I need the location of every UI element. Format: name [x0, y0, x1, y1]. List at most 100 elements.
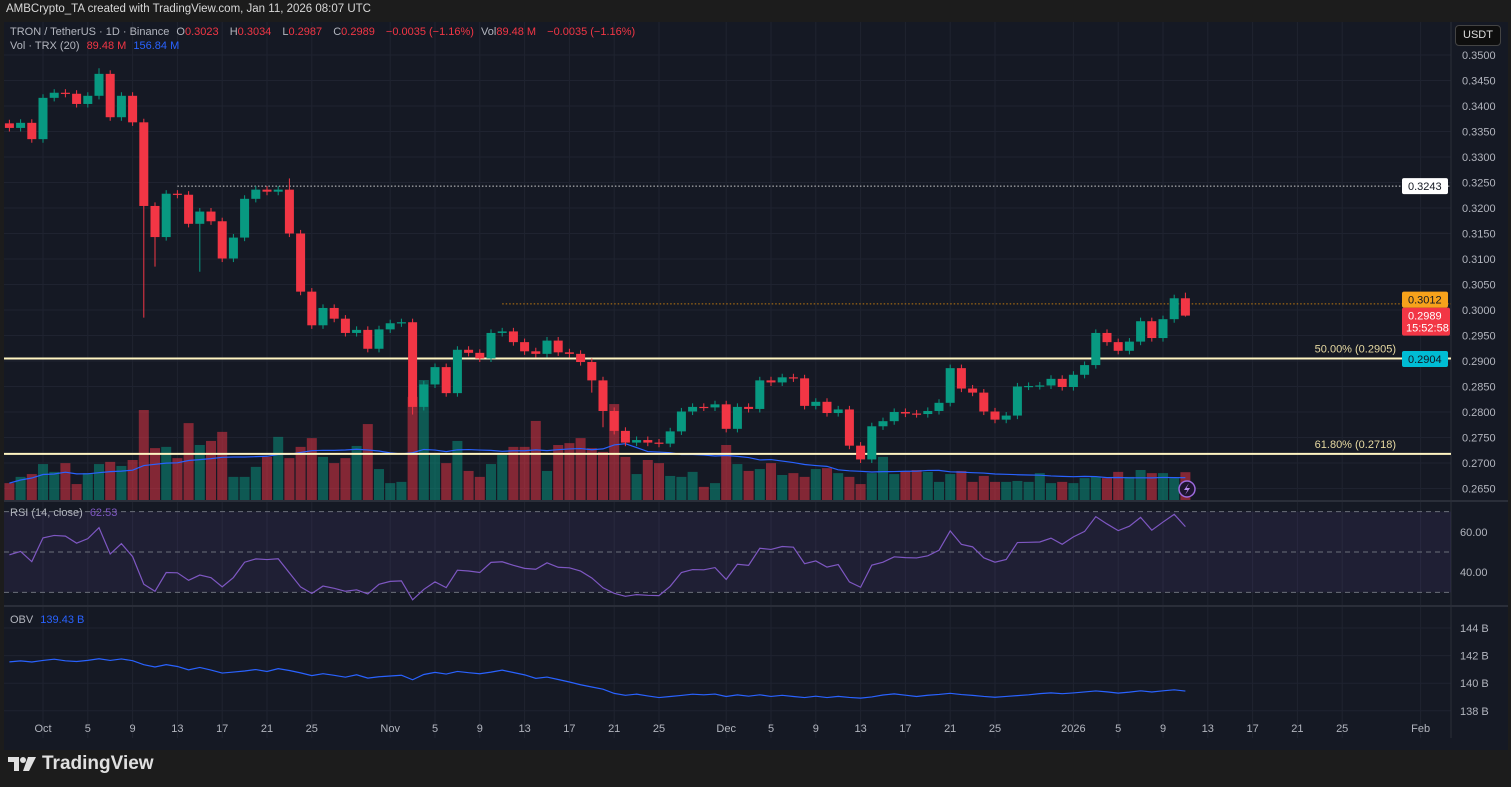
- obv-study-name[interactable]: OBV: [10, 614, 34, 626]
- candle-body: [643, 440, 653, 443]
- candle-body: [1180, 298, 1190, 316]
- candle-body: [116, 95, 126, 118]
- volume-bar: [721, 445, 732, 500]
- price-tick-label: 0.3450: [1462, 76, 1496, 88]
- time-tick-label: Oct: [34, 723, 51, 735]
- time-tick-label: 13: [1202, 723, 1214, 735]
- candle-body: [632, 440, 642, 443]
- rsi-line: [9, 513, 1186, 601]
- candles: [4, 68, 1190, 463]
- fib-50-label: 50.00% (0.2905): [1315, 343, 1396, 355]
- price-tick-label: 0.3200: [1462, 203, 1496, 215]
- candle-body: [352, 329, 362, 333]
- candle-body: [452, 349, 462, 394]
- candle: [878, 417, 888, 430]
- price-change: −0.0035 (−1.16%): [385, 26, 474, 38]
- candle: [497, 327, 507, 337]
- volume-study-value: 89.48 M: [86, 40, 127, 52]
- volume-bar: [1012, 480, 1023, 500]
- time-tick-label: 25: [306, 723, 318, 735]
- currency-button[interactable]: USDT: [1455, 25, 1501, 46]
- attribution: AMBCrypto_TA created with TradingView.co…: [6, 3, 371, 15]
- candle-body: [172, 193, 182, 195]
- time-tick-label: 13: [171, 723, 183, 735]
- candle: [732, 403, 742, 433]
- obv-value: 139.43 B: [40, 614, 85, 626]
- volume-bar: [1124, 476, 1135, 500]
- candle-body: [576, 353, 586, 363]
- candle-body: [251, 189, 261, 199]
- candle-body: [1080, 365, 1090, 375]
- rsi-tick-label: 60.00: [1460, 527, 1488, 539]
- candle-body: [1113, 342, 1123, 351]
- obv-legend: OBV 139.43 B: [10, 614, 88, 627]
- time-tick-label: 5: [1115, 723, 1121, 735]
- volume-bar: [362, 424, 373, 500]
- candle: [1057, 375, 1067, 391]
- candle-body: [688, 406, 698, 412]
- candle-body: [49, 92, 59, 98]
- price-marker-label: 0.3012: [1408, 295, 1442, 307]
- candle-body: [1147, 321, 1157, 339]
- price-tick-label: 0.3150: [1462, 229, 1496, 241]
- lightning-icon[interactable]: [1178, 480, 1196, 498]
- candle: [912, 409, 922, 418]
- candle-body: [128, 95, 138, 123]
- time-tick-label: 17: [216, 723, 228, 735]
- candle-body: [195, 211, 205, 224]
- candle: [340, 315, 350, 337]
- price-marker[interactable]: [1402, 291, 1448, 308]
- price-tick-label: 0.3000: [1462, 305, 1496, 317]
- open-value: 0.3023: [184, 26, 219, 38]
- symbol-name[interactable]: TRON / TetherUS · 1D · Binance: [10, 26, 170, 38]
- candle-body: [1158, 319, 1168, 339]
- candle-body: [542, 340, 552, 354]
- time-tick-label: 17: [1246, 723, 1258, 735]
- tradingview-logo[interactable]: TradingView: [8, 753, 154, 775]
- volume-bar: [710, 483, 720, 500]
- candle: [1113, 338, 1123, 355]
- candle-body: [396, 322, 406, 324]
- candle-body: [1136, 321, 1146, 342]
- candle-body: [721, 404, 731, 429]
- candle: [990, 407, 1000, 424]
- candle-body: [240, 198, 250, 238]
- volume-bar: [911, 470, 922, 500]
- candle-body: [60, 92, 70, 94]
- rsi-study-name[interactable]: RSI (14, close): [10, 507, 83, 519]
- price-marker[interactable]: [1402, 350, 1448, 367]
- candle: [609, 407, 619, 435]
- volume-bar: [1169, 478, 1180, 500]
- volume-bar: [82, 473, 93, 500]
- candle: [273, 186, 283, 196]
- candle: [643, 436, 653, 447]
- candle: [889, 408, 899, 425]
- candle-body: [676, 411, 686, 432]
- last-price-marker[interactable]: [1402, 307, 1450, 336]
- volume-bar: [889, 474, 900, 500]
- candle-body: [520, 342, 530, 352]
- candle: [1102, 329, 1112, 346]
- candle: [385, 319, 395, 333]
- low-value: 0.2987: [288, 26, 323, 38]
- volume-bar: [172, 458, 183, 500]
- volume-bar: [1001, 481, 1012, 500]
- volume-bar: [228, 476, 239, 500]
- time-tick-label: 13: [518, 723, 530, 735]
- candle: [150, 202, 160, 267]
- candle: [228, 234, 238, 263]
- time-tick-label: 9: [813, 723, 819, 735]
- candle: [1024, 382, 1034, 391]
- time-tick-label: 5: [85, 723, 91, 735]
- price-marker[interactable]: [1402, 178, 1448, 195]
- candle: [844, 405, 854, 450]
- volume-bar: [1113, 471, 1124, 500]
- candle: [296, 229, 306, 296]
- horizontal-levels[interactable]: 50.00% (0.2905) 61.80% (0.2718): [4, 185, 1451, 455]
- volume-bar: [1102, 478, 1112, 500]
- volume-study-name[interactable]: Vol · TRX (20): [10, 40, 80, 52]
- volume-bar: [609, 404, 620, 500]
- candle: [1147, 317, 1157, 342]
- candle-body: [1035, 385, 1045, 387]
